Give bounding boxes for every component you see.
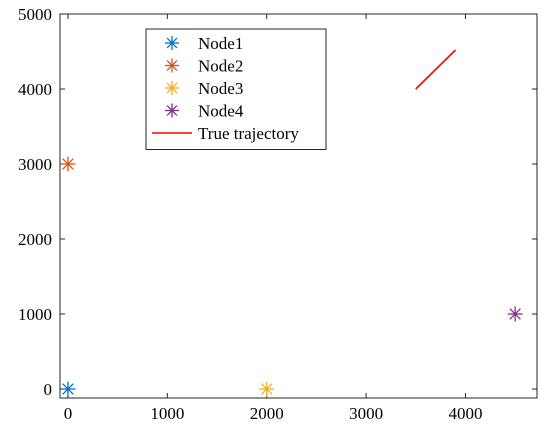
legend-item: True trajectory bbox=[152, 124, 299, 143]
trajectory-line bbox=[415, 49, 457, 90]
legend-label: Node4 bbox=[198, 102, 244, 121]
y-tick-label: 2000 bbox=[18, 230, 52, 249]
data-point-node1 bbox=[60, 381, 76, 397]
legend-marker bbox=[165, 58, 179, 73]
legend-label: Node2 bbox=[198, 57, 243, 76]
legend-item: Node2 bbox=[165, 57, 243, 76]
legend-item: Node4 bbox=[165, 102, 244, 121]
y-tick-label: 4000 bbox=[18, 80, 52, 99]
x-tick-label: 0 bbox=[64, 404, 73, 423]
y-tick-label: 1000 bbox=[18, 305, 52, 324]
legend-label: Node1 bbox=[198, 34, 243, 53]
legend-item: Node1 bbox=[165, 34, 243, 53]
legend-box bbox=[145, 28, 327, 150]
legend-item: Node3 bbox=[165, 79, 243, 98]
legend-marker bbox=[165, 36, 179, 50]
y-tick-label: 0 bbox=[44, 380, 53, 399]
data-point-node2 bbox=[60, 156, 76, 172]
x-tick-label: 1000 bbox=[150, 404, 184, 423]
plot-frame bbox=[59, 13, 538, 399]
data-point-node3 bbox=[259, 381, 275, 397]
y-tick-label: 3000 bbox=[18, 155, 52, 174]
x-tick-label: 4000 bbox=[448, 404, 482, 423]
data-point-node4 bbox=[507, 306, 523, 322]
legend-label: Node3 bbox=[198, 79, 243, 98]
y-tick-label: 5000 bbox=[18, 5, 52, 24]
legend-marker bbox=[165, 103, 179, 118]
legend-marker bbox=[165, 81, 179, 95]
legend-label: True trajectory bbox=[198, 124, 299, 143]
x-tick-label: 2000 bbox=[250, 404, 284, 423]
x-tick-label: 3000 bbox=[349, 404, 383, 423]
